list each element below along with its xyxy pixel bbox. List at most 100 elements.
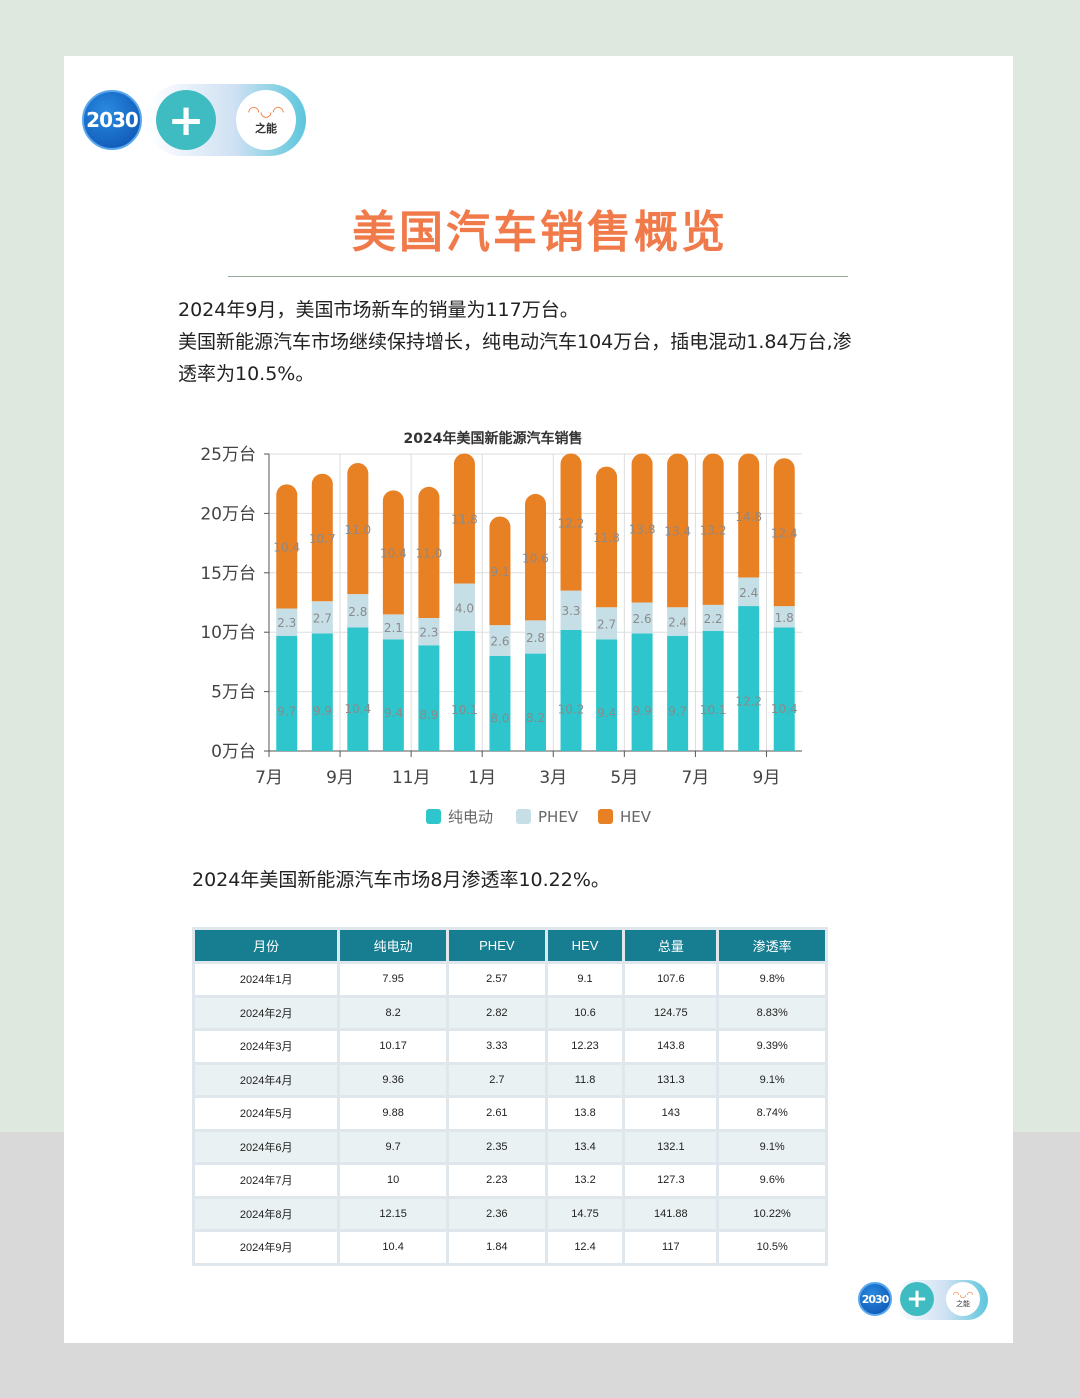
table-cell: 12.15 — [340, 1198, 446, 1229]
y-tick-label: 25万台 — [200, 445, 256, 465]
table-cell: 9.1 — [547, 964, 623, 995]
logo-2030-icon: 2030 — [82, 90, 142, 150]
table-cell: 13.8 — [547, 1098, 623, 1129]
bar-hev — [382, 490, 404, 615]
table-cell: 10.6 — [547, 997, 623, 1028]
bar-hev — [525, 493, 546, 621]
table-cell: 13.2 — [547, 1165, 623, 1196]
data-label: 2.7 — [313, 611, 332, 625]
table-cell: 132.1 — [625, 1131, 717, 1162]
bar-phev — [560, 590, 582, 630]
x-tick-label: 11月 — [392, 768, 431, 788]
bar-phev — [596, 607, 618, 640]
table-cell: 12.23 — [547, 1031, 623, 1062]
bar-hev — [631, 453, 653, 603]
data-label: 10.7 — [309, 532, 336, 546]
data-label: 9.4 — [597, 706, 616, 720]
x-tick-label: 5月 — [610, 768, 638, 788]
bar-bev — [560, 629, 582, 751]
column-header: PHEV — [448, 930, 545, 961]
data-label: 8.9 — [419, 708, 438, 722]
data-label: 2.1 — [384, 621, 403, 635]
legend-swatch — [516, 809, 531, 824]
penetration-text: 2024年美国新能源汽车市场8月渗透率10.22%。 — [192, 869, 610, 891]
data-label: 9.7 — [668, 705, 687, 719]
table-cell: 10.17 — [340, 1031, 446, 1062]
table-row: 2024年3月 10.17 3.33 12.23 143.8 9.39% — [195, 1031, 825, 1062]
x-tick-label: 3月 — [539, 768, 567, 788]
table-cell: 8.83% — [719, 997, 825, 1028]
data-label: 11.8 — [593, 531, 620, 545]
data-label: 2.6 — [490, 635, 509, 649]
table-cell: 7.95 — [340, 964, 446, 995]
data-label: 8.2 — [526, 711, 545, 725]
column-header: 纯电动 — [340, 930, 446, 961]
table-cell: 2024年7月 — [195, 1165, 338, 1196]
bar-phev — [525, 620, 546, 654]
plus-icon: + — [900, 1282, 934, 1316]
data-label: 2.3 — [277, 616, 296, 630]
bar-bev — [418, 645, 440, 751]
data-label: 10.6 — [522, 551, 549, 565]
table-cell: 2.36 — [448, 1198, 545, 1229]
table-cell: 117 — [625, 1232, 717, 1263]
data-label: 9.9 — [313, 704, 332, 718]
intro-line: 2024年9月，美国市场新车的销量为117万台。 — [178, 299, 579, 321]
data-label: 10.1 — [700, 703, 727, 717]
table-cell: 2024年5月 — [195, 1098, 338, 1129]
y-tick-label: 0万台 — [211, 742, 256, 762]
data-label: 9.7 — [277, 705, 296, 719]
bar-hev — [560, 453, 582, 591]
intro-text: 2024年9月，美国市场新车的销量为117万台。 美国新能源汽车市场继续保持增长… — [178, 294, 858, 390]
data-label: 2.3 — [419, 626, 438, 640]
table-cell: 14.75 — [547, 1198, 623, 1229]
table-cell: 2.23 — [448, 1165, 545, 1196]
bar-bev — [489, 655, 511, 751]
bar-bev — [525, 653, 546, 751]
x-tick-label: 7月 — [681, 768, 709, 788]
x-tick-label: 9月 — [753, 768, 781, 788]
table-cell: 141.88 — [625, 1198, 717, 1229]
table-cell: 3.33 — [448, 1031, 545, 1062]
table-cell: 2024年8月 — [195, 1198, 338, 1229]
bar-phev — [347, 594, 369, 628]
table-row: 2024年7月 10 2.23 13.2 127.3 9.6% — [195, 1165, 825, 1196]
table-cell: 2.61 — [448, 1098, 545, 1129]
bar-hev — [702, 453, 724, 605]
table-cell: 10 — [340, 1165, 446, 1196]
data-label: 3.3 — [561, 604, 580, 618]
table-cell: 2024年4月 — [195, 1064, 338, 1095]
data-label: 10.4 — [273, 541, 300, 555]
data-label: 13.2 — [700, 523, 727, 537]
data-label: 1.8 — [775, 611, 794, 625]
y-tick-label: 10万台 — [200, 623, 256, 643]
data-label: 11.0 — [416, 547, 443, 561]
y-tick-label: 20万台 — [200, 504, 256, 524]
logo-zhineng-icon: ◠◡◠ 之能 — [236, 90, 296, 150]
table-cell: 131.3 — [625, 1064, 717, 1095]
table-cell: 9.88 — [340, 1098, 446, 1129]
y-tick-label: 15万台 — [200, 564, 256, 584]
table-cell: 10.4 — [340, 1232, 446, 1263]
bar-phev — [631, 602, 653, 634]
data-label: 13.4 — [664, 525, 691, 539]
bar-bev — [738, 606, 760, 751]
table-cell: 9.36 — [340, 1064, 446, 1095]
bar-bev — [347, 627, 369, 751]
data-label: 2.4 — [739, 586, 758, 600]
table-header-row: 月份 纯电动 PHEV HEV 总量 渗透率 — [195, 930, 825, 961]
data-label: 11.8 — [451, 513, 478, 527]
x-tick-label: 1月 — [468, 768, 496, 788]
bar-bev — [702, 631, 724, 751]
bar-bev — [631, 633, 653, 751]
data-label: 12.2 — [558, 516, 585, 530]
table-cell: 12.4 — [547, 1232, 623, 1263]
bar-hev — [311, 473, 333, 602]
table-cell: 2024年6月 — [195, 1131, 338, 1162]
logo-zhineng-icon: ◠◡◠ 之能 — [946, 1282, 980, 1316]
data-label: 11.0 — [344, 523, 371, 537]
bar-hev — [418, 486, 440, 618]
bar-phev — [738, 577, 760, 607]
data-label: 10.4 — [380, 547, 407, 561]
bar-hev — [276, 484, 298, 609]
